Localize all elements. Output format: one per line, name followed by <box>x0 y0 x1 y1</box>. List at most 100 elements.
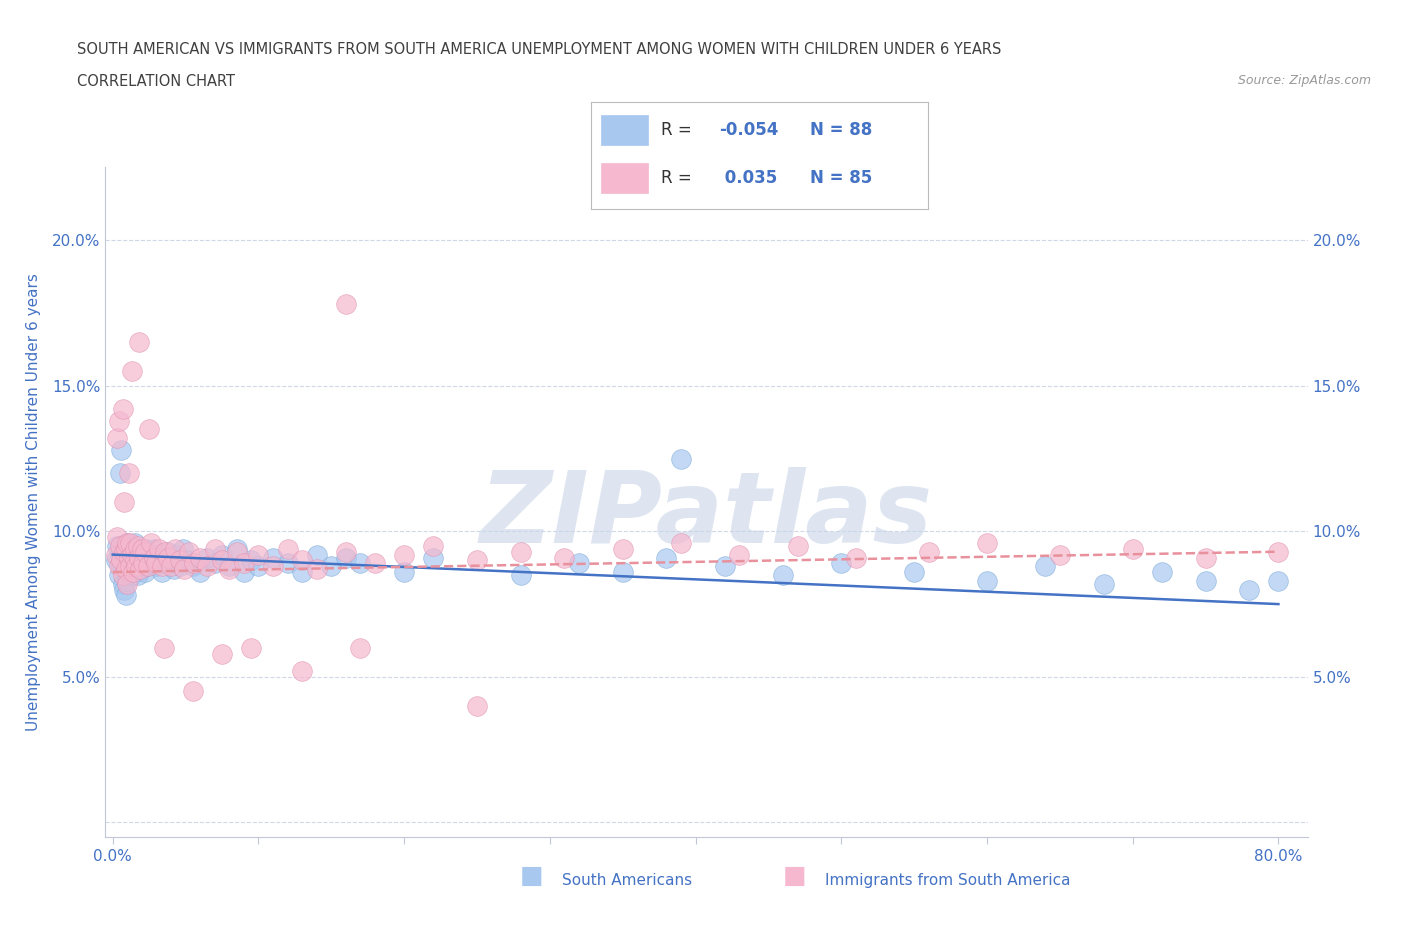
Point <box>127 538 149 553</box>
Point <box>713 559 735 574</box>
Point <box>104 547 127 562</box>
Point <box>509 567 531 582</box>
Point <box>204 541 226 556</box>
Point <box>115 588 138 603</box>
Point <box>115 562 138 577</box>
Point <box>225 541 247 556</box>
Text: CORRELATION CHART: CORRELATION CHART <box>77 74 235 89</box>
Point <box>125 559 148 574</box>
Point <box>128 550 150 565</box>
Point <box>120 536 142 551</box>
Point <box>107 559 129 574</box>
Point <box>136 559 159 574</box>
Point <box>150 559 173 574</box>
Point <box>976 536 998 551</box>
Point <box>142 541 165 556</box>
Point <box>1150 565 1173 579</box>
Point <box>772 567 794 582</box>
Point <box>134 541 156 556</box>
Point <box>104 553 127 568</box>
Point <box>132 550 155 565</box>
Point <box>115 541 138 556</box>
Point <box>197 559 219 574</box>
Point <box>181 684 204 698</box>
Point <box>148 541 170 556</box>
Point <box>568 556 591 571</box>
Text: ■: ■ <box>783 864 806 888</box>
Point <box>197 550 219 565</box>
Point <box>669 536 692 551</box>
Point <box>120 541 142 556</box>
Text: SOUTH AMERICAN VS IMMIGRANTS FROM SOUTH AMERICA UNEMPLOYMENT AMONG WOMEN WITH CH: SOUTH AMERICAN VS IMMIGRANTS FROM SOUTH … <box>77 42 1001 57</box>
Point <box>139 536 162 551</box>
Point <box>124 536 146 551</box>
Point <box>115 544 138 559</box>
Point <box>177 544 200 559</box>
Point <box>117 536 139 551</box>
Point <box>247 547 270 562</box>
Point <box>422 538 444 553</box>
Point <box>157 550 180 565</box>
Point <box>305 547 328 562</box>
Point <box>118 466 141 481</box>
Point <box>138 422 160 437</box>
Point <box>121 567 143 582</box>
Point <box>138 553 160 568</box>
Point <box>465 553 488 568</box>
Point <box>612 541 634 556</box>
Point <box>120 559 142 574</box>
Point <box>110 559 132 574</box>
FancyBboxPatch shape <box>600 164 648 193</box>
Point <box>108 547 131 562</box>
Point <box>553 550 575 565</box>
Point <box>262 550 284 565</box>
Point <box>830 556 852 571</box>
Text: N = 85: N = 85 <box>810 169 872 187</box>
Y-axis label: Unemployment Among Women with Children Under 6 years: Unemployment Among Women with Children U… <box>27 273 41 731</box>
Text: ■: ■ <box>520 864 543 888</box>
Point <box>169 559 191 574</box>
Text: South Americans: South Americans <box>562 873 693 888</box>
Point <box>422 550 444 565</box>
Point <box>188 550 211 565</box>
Point <box>335 550 357 565</box>
Point <box>117 577 139 591</box>
Point <box>262 559 284 574</box>
Point <box>124 541 146 556</box>
Point <box>118 565 141 579</box>
Point <box>122 562 145 577</box>
Point <box>120 559 142 574</box>
Point <box>127 547 149 562</box>
Point <box>1194 574 1216 589</box>
Point <box>153 550 176 565</box>
Point <box>108 466 131 481</box>
Point <box>117 556 139 571</box>
Point <box>111 402 134 417</box>
Point <box>169 553 191 568</box>
Point <box>247 559 270 574</box>
Point <box>465 698 488 713</box>
Point <box>1092 577 1115 591</box>
Text: -0.054: -0.054 <box>718 121 778 140</box>
Point <box>128 335 150 350</box>
Point <box>111 577 134 591</box>
Point <box>181 559 204 574</box>
Point <box>112 550 135 565</box>
Point <box>108 538 131 553</box>
Point <box>129 562 152 577</box>
Point <box>335 297 357 312</box>
Text: R =: R = <box>661 121 692 140</box>
Point <box>240 553 263 568</box>
Point <box>124 553 146 568</box>
Point <box>183 556 205 571</box>
Point <box>121 550 143 565</box>
Point <box>232 565 254 579</box>
Point <box>845 550 868 565</box>
Point <box>160 559 183 574</box>
Point <box>148 547 170 562</box>
Point <box>124 553 146 568</box>
Point <box>291 553 314 568</box>
Point <box>218 559 240 574</box>
Point <box>612 565 634 579</box>
Point <box>1033 559 1056 574</box>
